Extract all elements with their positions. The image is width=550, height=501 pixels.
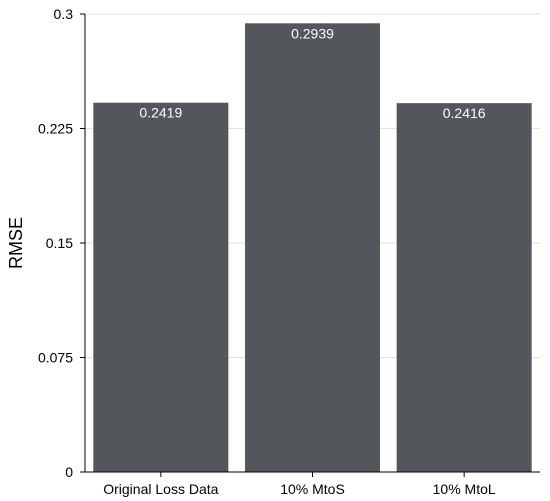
bar [93, 102, 229, 472]
bar-value-label: 0.2939 [291, 25, 334, 41]
y-tick-label: 0.3 [54, 6, 74, 22]
y-axis-title: RMSE [6, 217, 26, 269]
bar [396, 103, 532, 472]
x-category-label: Original Loss Data [103, 481, 218, 497]
bar [245, 23, 380, 473]
y-tick-label: 0.225 [38, 121, 73, 137]
bars: 0.2419 0.2939 0.2416 [93, 23, 532, 473]
y-tick-label: 0.075 [38, 350, 73, 366]
x-category-label: 10% MtoS [280, 481, 345, 497]
bar-value-label: 0.2416 [443, 105, 486, 121]
y-tick-label: 0 [65, 464, 73, 480]
y-tick-labels: 0 0.075 0.15 0.225 0.3 [38, 6, 85, 480]
x-tick-labels: Original Loss Data 10% MtoS 10% MtoL [103, 472, 496, 497]
x-category-label: 10% MtoL [433, 481, 496, 497]
y-tick-label: 0.15 [46, 235, 73, 251]
bar-value-label: 0.2419 [139, 105, 182, 121]
